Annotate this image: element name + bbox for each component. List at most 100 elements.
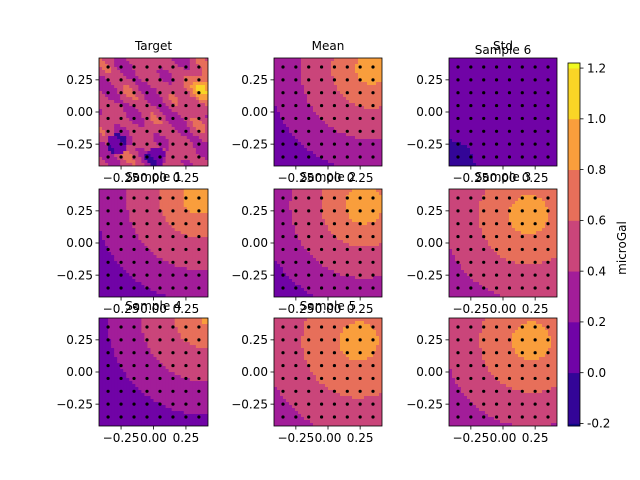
- contour-cell: [274, 160, 278, 164]
- contour-cell: [515, 121, 519, 125]
- contour-cell: [322, 163, 326, 166]
- contour-cell: [515, 145, 519, 149]
- contour-cell: [491, 121, 495, 125]
- contour-cell: [455, 82, 459, 86]
- contour-cell: [491, 85, 495, 89]
- observation-points: [281, 65, 375, 159]
- contour-cell: [283, 139, 287, 143]
- contour-cell: [542, 133, 546, 137]
- contour-cell: [545, 151, 549, 155]
- contour-cell: [503, 151, 507, 155]
- contour-cell: [319, 160, 323, 164]
- contour-cell: [277, 73, 281, 77]
- contour-cell: [292, 88, 296, 92]
- observation-dot: [533, 91, 537, 95]
- contour-cell: [470, 109, 474, 113]
- contour-cell: [343, 142, 347, 146]
- contour-cell: [536, 85, 540, 89]
- contour-cell: [331, 100, 335, 104]
- contour-cell: [144, 201, 149, 205]
- contour-cell: [370, 133, 374, 137]
- contour-cell: [470, 151, 474, 155]
- contour-cell: [99, 115, 103, 119]
- contour-cell: [144, 198, 149, 202]
- contour-cell: [325, 100, 329, 104]
- contour-cell: [289, 76, 293, 80]
- contour-cell: [325, 97, 329, 101]
- contour-cell: [195, 106, 200, 110]
- contour-cell: [189, 67, 194, 71]
- contour-cell: [449, 151, 453, 155]
- contour-cell: [162, 222, 167, 226]
- contour-cell: [334, 139, 338, 143]
- contour-cell: [298, 94, 302, 98]
- contour-cell: [165, 109, 170, 113]
- contour-cell: [108, 282, 112, 286]
- contour-cell: [503, 130, 507, 134]
- contour-cell: [147, 154, 152, 158]
- contour-cell: [452, 127, 456, 131]
- contour-cell: [117, 198, 121, 202]
- contour-cell: [464, 139, 468, 143]
- contour-cell: [159, 88, 164, 92]
- contour-cell: [503, 145, 507, 149]
- contour-cell: [150, 285, 155, 289]
- contour-cell: [521, 127, 525, 131]
- contour-cell: [476, 85, 480, 89]
- contour-cell: [159, 106, 164, 110]
- contour-cell: [304, 115, 308, 119]
- contour-cell: [307, 58, 311, 62]
- contour-cell: [280, 82, 284, 86]
- contour-cell: [129, 279, 133, 283]
- contour-cell: [120, 88, 124, 92]
- contour-cell: [497, 136, 501, 140]
- contour-cell: [503, 88, 507, 92]
- contour-cell: [497, 121, 501, 125]
- contour-cell: [150, 264, 155, 268]
- contour-cell: [153, 285, 158, 289]
- contour-cell: [102, 192, 106, 196]
- contour-cell: [135, 79, 139, 83]
- contour-cell: [277, 58, 281, 62]
- contour-cell: [346, 148, 350, 152]
- contour-cell: [482, 106, 486, 110]
- contour-cell: [548, 85, 552, 89]
- contour-cell: [355, 94, 359, 98]
- contour-cell: [168, 285, 173, 289]
- contour-cell: [485, 61, 489, 65]
- observation-dot: [469, 129, 473, 133]
- contour-cell: [316, 136, 320, 140]
- contour-cell: [551, 79, 555, 83]
- contour-cell: [491, 112, 495, 116]
- contour-cell: [527, 103, 531, 107]
- contour-cell: [186, 79, 191, 83]
- contour-cell: [343, 109, 347, 113]
- contour-cell: [500, 151, 504, 155]
- contour-cell: [548, 73, 552, 77]
- contour-cell: [548, 127, 552, 131]
- contour-cell: [198, 97, 203, 101]
- contour-cell: [367, 76, 371, 80]
- contour-cell: [99, 103, 103, 107]
- contour-cell: [376, 160, 380, 164]
- contour-cell: [494, 160, 498, 164]
- contour-cell: [120, 282, 124, 286]
- contour-cell: [470, 97, 474, 101]
- contour-cell: [277, 91, 281, 95]
- contour-cell: [485, 151, 489, 155]
- contour-cell: [141, 243, 146, 247]
- contour-cell: [168, 255, 173, 259]
- contour-cell: [455, 154, 459, 158]
- contour-cell: [337, 127, 341, 131]
- contour-cell: [476, 106, 480, 110]
- contour-cell: [192, 88, 197, 92]
- contour-cell: [316, 163, 320, 166]
- contour-cell: [361, 154, 365, 158]
- contour-cell: [343, 58, 347, 62]
- contour-cell: [518, 94, 522, 98]
- contour-cell: [180, 85, 185, 89]
- contour-cell: [455, 133, 459, 137]
- contour-cell: [123, 58, 127, 62]
- contour-cell: [337, 124, 341, 128]
- contour-cell: [461, 70, 465, 74]
